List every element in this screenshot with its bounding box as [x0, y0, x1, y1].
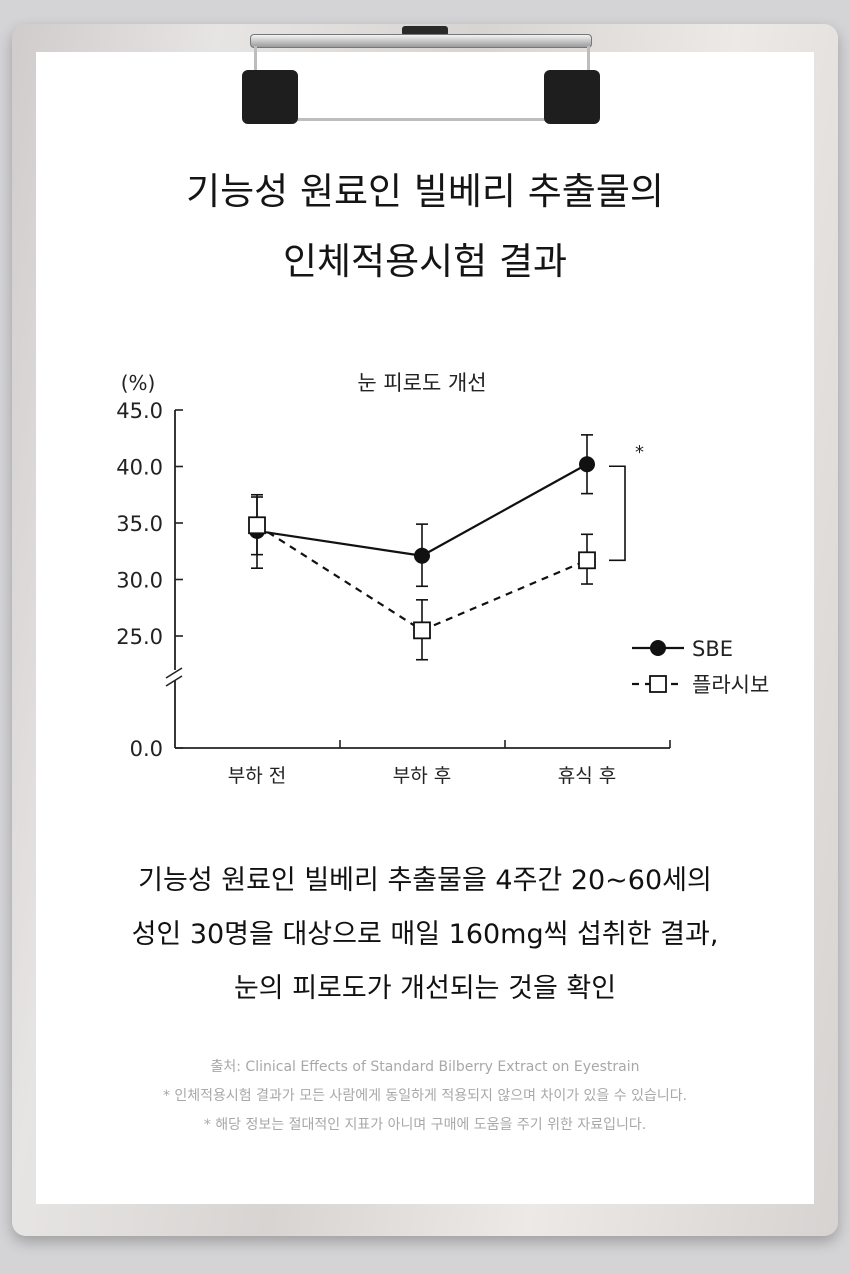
data-point-square	[248, 516, 266, 535]
y-tick-label: 25.0	[116, 625, 163, 649]
x-tick-label: 휴식 후	[558, 765, 616, 787]
significance-bracket	[609, 465, 626, 562]
y-tick-label: 35.0	[116, 512, 163, 536]
legend-label-sbe: SBE	[692, 637, 733, 661]
significance-marker: *	[635, 442, 644, 463]
data-point-circle	[414, 547, 430, 564]
y-axis-unit: (%)	[121, 371, 156, 395]
x-tick-label: 부하 전	[228, 765, 286, 787]
y-tick-label: 45.0	[116, 399, 163, 423]
x-tick-label: 부하 후	[393, 765, 451, 787]
series-line-1	[421, 463, 588, 557]
disclaimer-note-1: * 인체적용시험 결과가 모든 사람에게 동일하게 적용되지 않으며 차이가 있…	[162, 1088, 688, 1104]
description-line2: 성인 30명을 대상으로 매일 160mg씩 섭취한 결과,	[131, 919, 719, 950]
page-title-line2: 인체적용시험 결과	[282, 240, 568, 283]
clip-foot-left	[242, 70, 298, 124]
legend-label-placebo: 플라시보	[692, 673, 769, 697]
series-line-2	[256, 524, 423, 632]
axis-break-gap	[168, 670, 182, 680]
clip-wire	[254, 46, 590, 121]
axis-break-mark-1	[165, 667, 183, 679]
y-tick-label: 30.0	[116, 569, 163, 593]
series-line-2	[421, 559, 588, 632]
clip-rivet	[402, 26, 448, 36]
description-line1: 기능성 원료인 빌베리 추출물을 4주간 20~60세의	[138, 865, 712, 896]
disclaimer-note-2: * 해당 정보는 절대적인 지표가 아니며 구매에 도움을 주기 위한 자료입니…	[203, 1117, 647, 1133]
data-point-square	[578, 551, 596, 570]
legend-marker-sbe	[650, 640, 666, 656]
page-title-line1: 기능성 원료인 빌베리 추출물의	[186, 170, 664, 213]
y-tick-label: 40.0	[116, 456, 163, 480]
y-tick-label: 0.0	[130, 737, 163, 761]
legend-marker-placebo	[649, 675, 667, 693]
series-line-1	[256, 529, 423, 557]
clip-bar	[250, 34, 592, 48]
axis-break-mark-2	[165, 675, 183, 687]
chart-title: 눈 피로도 개선	[357, 371, 486, 395]
source-note: 출처: Clinical Effects of Standard Bilberr…	[210, 1059, 640, 1075]
data-point-square	[413, 621, 431, 640]
clip-foot-right	[544, 70, 600, 124]
data-point-circle	[579, 456, 595, 473]
description-line3: 눈의 피로도가 개선되는 것을 확인	[233, 973, 617, 1004]
eye-fatigue-chart: 눈 피로도 개선 (%) 45.0 40.0 35.0 30.0 25.0 0.0 부하 전 부하…	[116, 371, 769, 787]
